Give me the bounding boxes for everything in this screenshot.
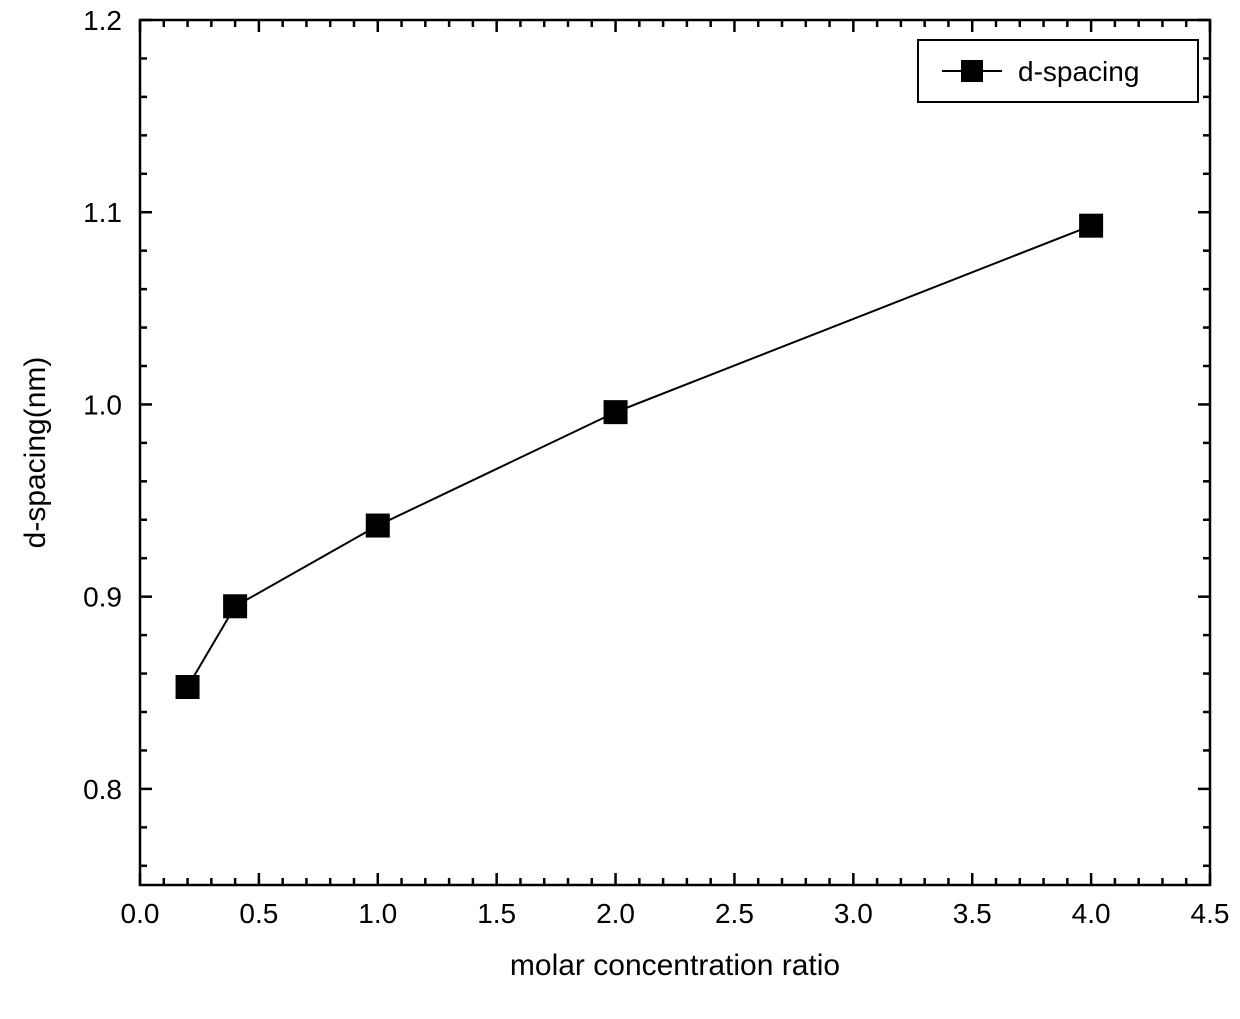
line-chart: 0.0 0.5 1.0 1.5 2.0 2.5 3.0 3.5 4.0 4.5 0.8 0.9 1.0 1…: [0, 0, 1240, 1019]
x-tick-label: 3.0: [834, 898, 873, 929]
data-marker: [1079, 214, 1103, 238]
y-tick-label: 1.1: [83, 197, 122, 228]
x-tick-label: 0.0: [121, 898, 160, 929]
y-axis-label: d-spacing(nm): [19, 357, 52, 549]
x-tick-label: 4.5: [1191, 898, 1230, 929]
x-tick-label: 1.0: [358, 898, 397, 929]
legend-label: d-spacing: [1018, 56, 1139, 87]
y-tick-label: 1.2: [83, 5, 122, 36]
x-tick-label: 1.5: [477, 898, 516, 929]
data-marker: [366, 514, 390, 538]
x-tick-label: 2.5: [715, 898, 754, 929]
legend-marker: [961, 60, 983, 82]
x-tick-label: 4.0: [1072, 898, 1111, 929]
x-axis-label: molar concentration ratio: [510, 949, 840, 982]
data-marker: [604, 400, 628, 424]
chart-container: 0.0 0.5 1.0 1.5 2.0 2.5 3.0 3.5 4.0 4.5 0.8 0.9 1.0 1…: [0, 0, 1240, 1019]
chart-background: [0, 0, 1240, 1019]
x-tick-label: 3.5: [953, 898, 992, 929]
y-tick-label: 0.8: [83, 774, 122, 805]
x-tick-label: 2.0: [596, 898, 635, 929]
data-marker: [176, 675, 200, 699]
y-tick-label: 0.9: [83, 582, 122, 613]
data-marker: [223, 594, 247, 618]
y-tick-label: 1.0: [83, 389, 122, 420]
x-tick-label: 0.5: [239, 898, 278, 929]
